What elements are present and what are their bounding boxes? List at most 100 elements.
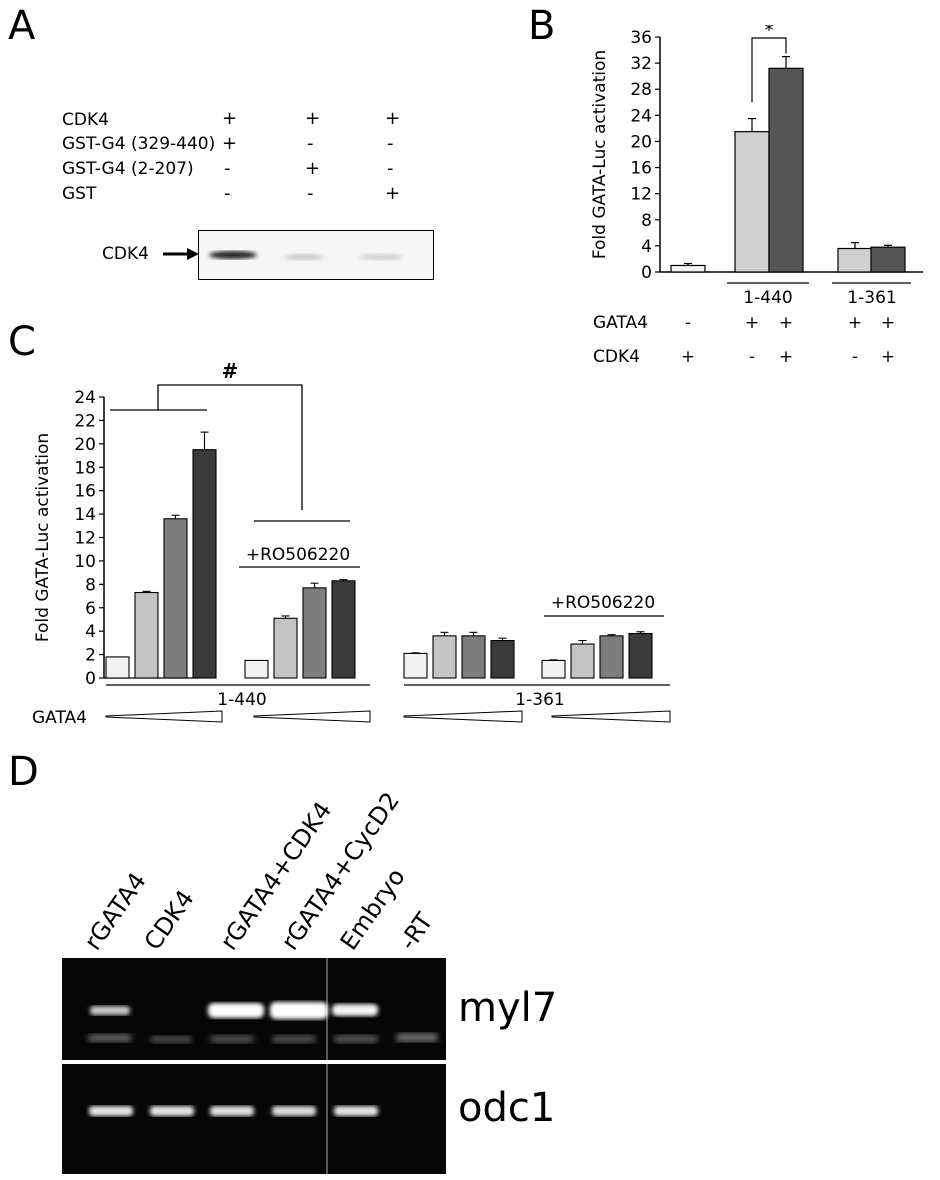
mark: - xyxy=(387,158,394,179)
bar xyxy=(837,247,873,273)
lane-label: rGATA4 xyxy=(78,867,152,956)
cdk4-mark: + xyxy=(681,347,695,367)
mark: - xyxy=(387,133,394,154)
y-tick-label: 6 xyxy=(85,599,96,619)
y-tick-label: 0 xyxy=(85,669,96,689)
bar xyxy=(870,246,906,273)
gel-myl7 xyxy=(62,958,446,1060)
panel-a-letter: A xyxy=(8,3,36,49)
y-tick-label: 14 xyxy=(74,505,96,525)
gata4-mark: - xyxy=(685,313,691,333)
group-label: 1-440 xyxy=(743,288,792,308)
y-tick-label: 8 xyxy=(641,211,652,231)
y-tick-label: 22 xyxy=(74,411,96,431)
panel-d-letter: D xyxy=(8,749,39,795)
band xyxy=(334,1035,378,1043)
bar xyxy=(490,639,515,679)
lane-label: CDK4 xyxy=(138,884,200,956)
y-axis-title: Fold GATA-Luc activation xyxy=(33,433,53,642)
row-label: CDK4 xyxy=(593,347,640,367)
gene-label-myl7: myl7 xyxy=(458,985,558,1031)
arrow-icon xyxy=(163,246,199,266)
mark: + xyxy=(385,183,401,204)
western-blot xyxy=(198,230,434,280)
row-label: GST-G4 (329-440) xyxy=(62,134,216,154)
bar xyxy=(273,617,298,679)
bar xyxy=(163,518,188,679)
bar xyxy=(628,632,653,679)
mark: - xyxy=(224,158,231,179)
mark: + xyxy=(305,158,321,179)
row-label: GATA4 xyxy=(593,313,648,333)
gene-label-odc1: odc1 xyxy=(458,1085,556,1131)
y-tick-label: 12 xyxy=(630,185,652,205)
bar xyxy=(403,652,428,679)
band xyxy=(89,1106,133,1116)
y-axis-title: Fold GATA-Luc activation xyxy=(590,50,610,259)
y-tick-label: 8 xyxy=(85,575,96,595)
y-tick-label: 0 xyxy=(641,263,652,283)
cdk4-mark: - xyxy=(852,347,858,367)
band xyxy=(208,1003,264,1018)
mark: + xyxy=(385,108,401,129)
gata4-mark: + xyxy=(779,313,793,333)
group-label: 1-361 xyxy=(847,288,896,308)
lane-label: -RT xyxy=(393,907,439,956)
y-tick-label: 2 xyxy=(85,646,96,666)
bar xyxy=(599,635,624,679)
significance-marker: * xyxy=(765,25,774,41)
chart-c: Fold GATA-Luc activation0246810121416182… xyxy=(32,359,671,728)
bar xyxy=(244,659,269,679)
cdk4-mark: + xyxy=(881,347,895,367)
row-label: GST xyxy=(62,184,97,204)
y-tick-label: 4 xyxy=(85,622,96,642)
cdk4-mark: + xyxy=(779,347,793,367)
band xyxy=(272,1106,316,1116)
row-label: CDK4 xyxy=(62,110,109,130)
dose-wedge xyxy=(105,710,223,723)
dose-wedge xyxy=(551,710,671,723)
bar xyxy=(734,131,770,273)
group-label: 1-440 xyxy=(217,690,266,710)
y-tick-label: 10 xyxy=(74,552,96,572)
significance-bracket xyxy=(157,384,303,510)
bar xyxy=(670,264,706,273)
lane-label: rGATA4+CDK4 xyxy=(214,796,338,956)
y-tick-label: 32 xyxy=(630,54,652,74)
bar xyxy=(302,587,327,679)
gata4-mark: + xyxy=(848,313,862,333)
significance-bracket xyxy=(751,37,787,103)
band xyxy=(270,1002,328,1019)
band xyxy=(396,1033,438,1042)
gata4-mark: + xyxy=(745,313,759,333)
y-tick-label: 28 xyxy=(630,80,652,100)
band xyxy=(150,1036,192,1043)
group-label: 1-361 xyxy=(515,690,564,710)
panel-b-letter: B xyxy=(528,3,556,49)
bar xyxy=(331,580,356,679)
mark: + xyxy=(222,108,238,129)
y-tick-label: 12 xyxy=(74,529,96,549)
bar xyxy=(105,656,130,679)
gata4-mark: + xyxy=(881,313,895,333)
band xyxy=(284,254,324,260)
bar xyxy=(768,67,804,273)
y-tick-label: 20 xyxy=(630,132,652,152)
inhibitor-label: +RO506220 xyxy=(246,545,350,565)
dose-label: GATA4 xyxy=(32,708,87,728)
blot-label: CDK4 xyxy=(102,244,149,264)
band xyxy=(210,1106,254,1116)
y-tick-label: 18 xyxy=(74,458,96,478)
bar xyxy=(134,591,159,679)
dose-wedge xyxy=(253,710,371,723)
band xyxy=(150,1106,194,1116)
mark: + xyxy=(305,108,321,129)
band xyxy=(209,251,257,259)
mark: - xyxy=(224,183,231,204)
band xyxy=(334,1106,378,1116)
band xyxy=(332,1004,378,1016)
band xyxy=(359,254,403,260)
band xyxy=(272,1035,316,1043)
y-tick-label: 20 xyxy=(74,435,96,455)
gel-odc1 xyxy=(62,1064,446,1174)
